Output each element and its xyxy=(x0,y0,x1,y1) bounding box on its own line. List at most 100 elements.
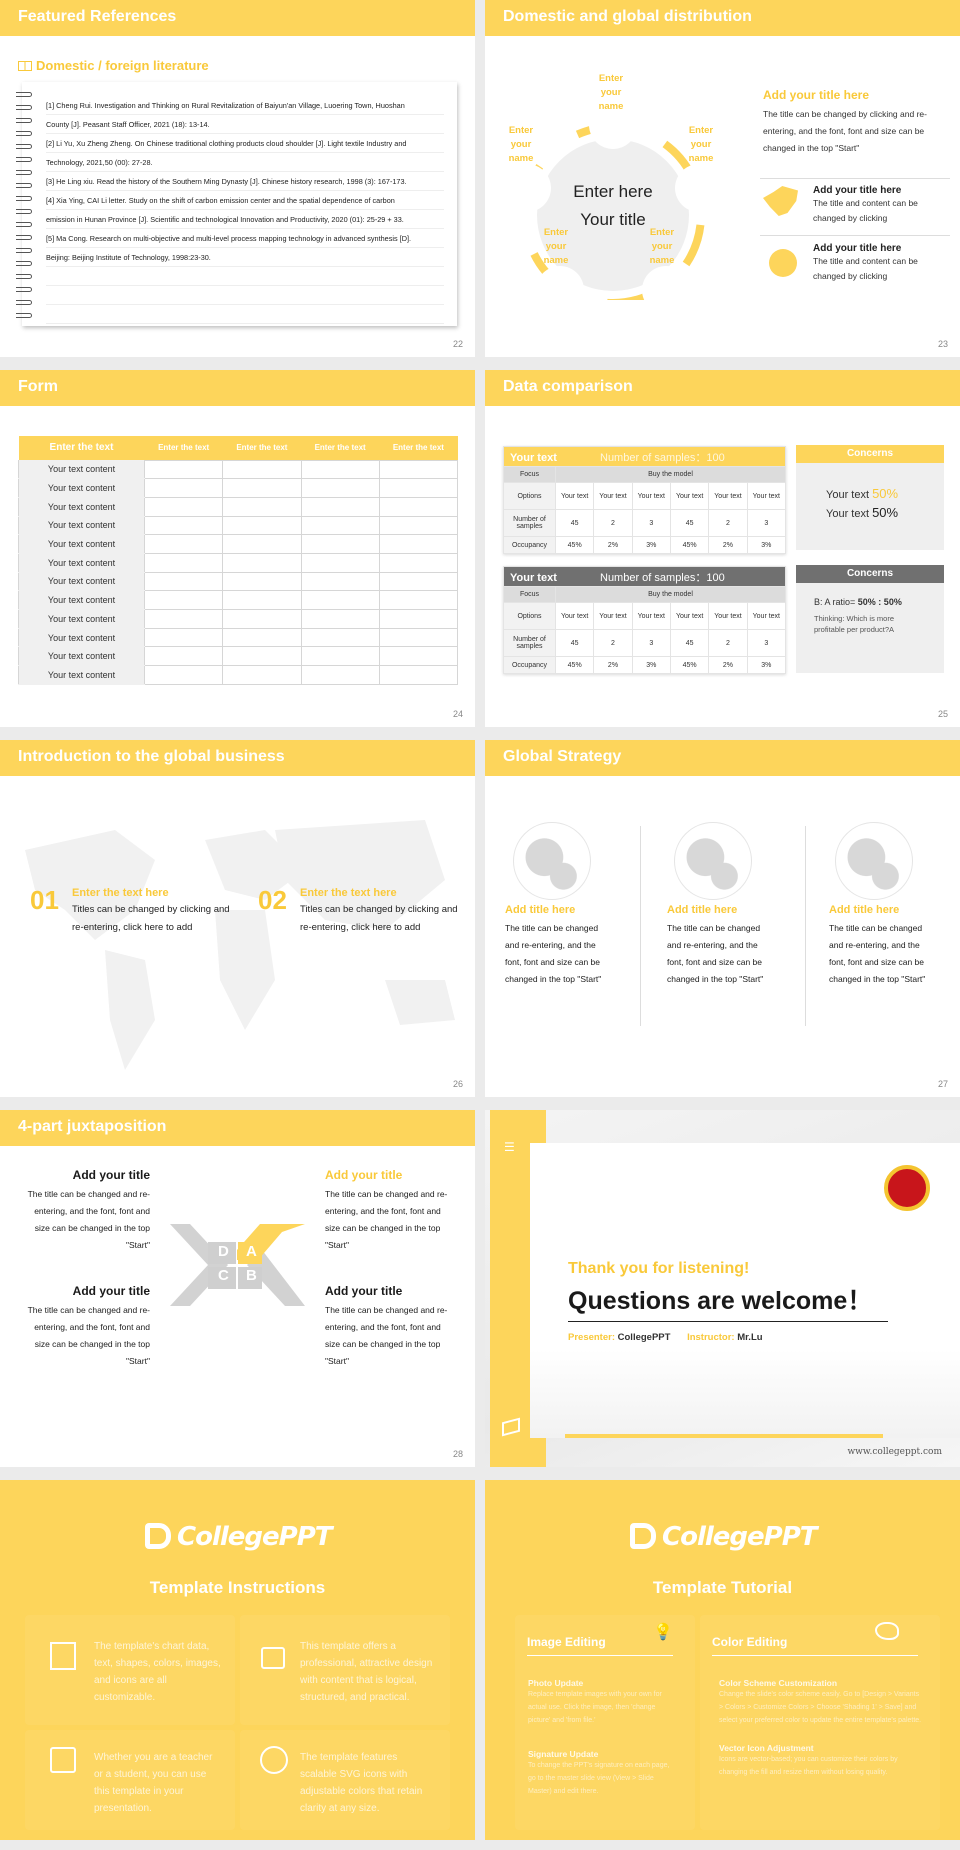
globe-icon xyxy=(513,822,591,900)
node-circles xyxy=(505,101,723,300)
table-cell[interactable] xyxy=(143,665,224,685)
table-cell[interactable] xyxy=(222,552,302,573)
table-cell[interactable] xyxy=(143,609,224,629)
table-cell[interactable] xyxy=(222,646,302,667)
spiral-ring xyxy=(16,92,32,97)
table-cell[interactable] xyxy=(378,478,459,498)
table-cell[interactable] xyxy=(300,646,380,667)
palette-icon xyxy=(875,1622,899,1640)
table-cell[interactable] xyxy=(300,665,380,685)
row-label: Your text content xyxy=(18,609,145,629)
table-cell[interactable] xyxy=(143,515,224,536)
table-cell[interactable] xyxy=(300,459,380,480)
table-cell[interactable] xyxy=(143,534,224,554)
slide-4-part[interactable]: 4-part juxtaposition D A C B Add your ti… xyxy=(0,1110,475,1467)
spiral-ring xyxy=(16,105,32,110)
node-label: Enter your name xyxy=(598,73,624,112)
table-cell[interactable] xyxy=(143,646,224,667)
row-label: Your text content xyxy=(18,665,145,685)
slide-form[interactable]: Form Enter the text Enter the text Enter t… xyxy=(0,370,475,727)
table-cell[interactable] xyxy=(143,478,224,498)
table-cell[interactable] xyxy=(378,646,459,667)
photo-update-text: Replace template images with your own fo… xyxy=(528,1691,662,1724)
table-title: Your text xyxy=(510,571,557,584)
options-label: Options xyxy=(503,602,556,630)
table-cell[interactable] xyxy=(143,571,224,592)
option-cell: Your text xyxy=(593,602,633,630)
table-cell[interactable] xyxy=(222,665,302,685)
reference-line xyxy=(46,267,444,286)
image-editing-heading: Image Editing xyxy=(527,1635,673,1656)
node-label: Enter your name xyxy=(649,227,675,266)
table-cell[interactable] xyxy=(143,459,224,480)
slide-references[interactable]: Featured References Domestic / foreign l… xyxy=(0,0,475,357)
spiral-ring xyxy=(16,131,32,136)
card xyxy=(25,1615,235,1725)
row-label: Your text content xyxy=(18,478,145,498)
table-cell[interactable] xyxy=(222,571,302,592)
table-cell[interactable] xyxy=(222,627,302,648)
table-cell[interactable] xyxy=(378,571,459,592)
table-cell[interactable] xyxy=(378,627,459,648)
table-cell[interactable] xyxy=(378,590,459,610)
slide-title: Domestic and global distribution xyxy=(485,0,960,36)
slide-template-tutorial[interactable]: CollegePPT Template Tutorial Image Editi… xyxy=(485,1480,960,1840)
slide-distribution[interactable]: Domestic and global distribution Enter h… xyxy=(485,0,960,357)
letter-d: D xyxy=(218,1243,229,1260)
table-cell[interactable] xyxy=(222,515,302,536)
table-cell[interactable] xyxy=(378,459,459,480)
table-cell[interactable] xyxy=(378,534,459,554)
table-cell[interactable] xyxy=(222,590,302,610)
table-cell[interactable] xyxy=(222,534,302,554)
table-cell[interactable] xyxy=(143,552,224,573)
slide-title: Form xyxy=(0,370,475,406)
concerns-box-2: Concerns B: A ratio= 50% : 50% Thinking:… xyxy=(796,565,944,673)
page-number: 28 xyxy=(452,1449,463,1459)
samples-label: Number of samples xyxy=(503,509,556,537)
table-cell[interactable] xyxy=(222,478,302,498)
table-cell[interactable] xyxy=(300,590,380,610)
row-label: Your text content xyxy=(18,571,145,592)
slide-global-business[interactable]: Introduction to the global business 01 En… xyxy=(0,740,475,1097)
item-title: Enter the text here xyxy=(300,887,397,899)
table-cell[interactable] xyxy=(378,496,459,517)
slide-template-instructions[interactable]: CollegePPT Template Instructions The tem… xyxy=(0,1480,475,1840)
website-url[interactable]: www.collegeppt.com xyxy=(847,1447,942,1457)
table-cell[interactable] xyxy=(378,552,459,573)
table-cell[interactable] xyxy=(378,515,459,536)
card xyxy=(25,1730,235,1830)
table-cell[interactable] xyxy=(222,496,302,517)
table-cell[interactable] xyxy=(300,496,380,517)
table-cell[interactable] xyxy=(300,478,380,498)
table-cell[interactable] xyxy=(300,627,380,648)
table-cell[interactable] xyxy=(300,515,380,536)
table-cell[interactable] xyxy=(300,552,380,573)
spiral-ring xyxy=(16,287,32,292)
menu-icon[interactable]: ☰ xyxy=(504,1140,515,1154)
reference-line: [1] Cheng Rui. Investigation and Thinkin… xyxy=(46,96,444,115)
table-cell[interactable] xyxy=(300,534,380,554)
table-row: Your text content xyxy=(18,627,459,648)
teacher-icon xyxy=(50,1747,76,1773)
table-row: Your text content xyxy=(18,590,459,610)
reference-notebook: [1] Cheng Rui. Investigation and Thinkin… xyxy=(16,82,457,326)
samples-cell: 45 xyxy=(669,509,710,537)
table-cell[interactable] xyxy=(300,609,380,629)
item-1: Add your title here The title and conten… xyxy=(813,185,948,226)
column-header: Enter the text xyxy=(301,436,380,460)
table-row: Your text content xyxy=(18,609,459,629)
slide-thank-you[interactable]: ☰ Thank you for listening! Questions are… xyxy=(485,1110,960,1467)
table-cell[interactable] xyxy=(143,496,224,517)
table-cell[interactable] xyxy=(378,609,459,629)
spiral-ring xyxy=(16,144,32,149)
samples-cell: 3 xyxy=(631,509,671,537)
column-title: Add title here xyxy=(505,904,576,916)
table-cell[interactable] xyxy=(300,571,380,592)
table-cell[interactable] xyxy=(143,627,224,648)
slide-global-strategy[interactable]: Global Strategy Add title here The title … xyxy=(485,740,960,1097)
table-cell[interactable] xyxy=(378,665,459,685)
part-text: The title can be changed and re-entering… xyxy=(325,1305,448,1366)
table-cell[interactable] xyxy=(222,609,302,629)
table-cell[interactable] xyxy=(222,459,302,480)
table-cell[interactable] xyxy=(143,590,224,610)
